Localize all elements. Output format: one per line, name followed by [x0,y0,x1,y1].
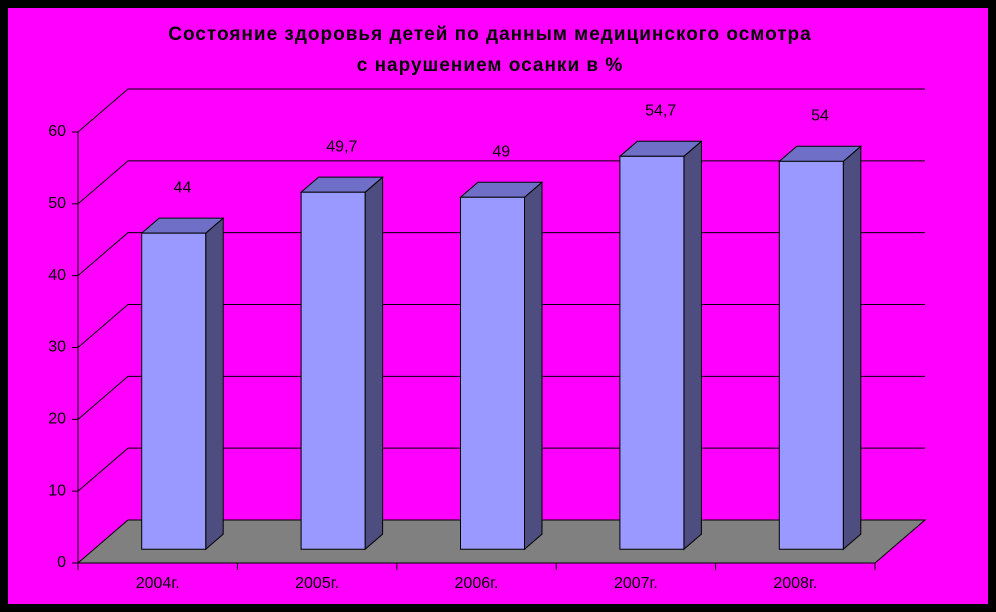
bar [619,155,685,550]
bar-side [524,181,543,551]
bar-side [205,217,224,551]
value-label: 54,7 [645,102,676,119]
value-label: 49 [492,143,510,160]
x-tick-label: 2007г. [614,575,658,592]
bar [778,160,844,550]
y-tick-label: 60 [48,123,66,140]
value-label: 44 [174,179,192,196]
y-tick-label: 0 [57,554,66,571]
y-tick-label: 50 [48,195,66,212]
bar [460,196,525,550]
bar [300,191,366,550]
x-tick-label: 2005г. [295,575,339,592]
y-tick-label: 10 [48,482,66,499]
value-label: 54 [811,108,829,125]
x-tick-label: 2006г. [455,575,499,592]
bar-side [842,145,862,551]
bar [141,232,207,550]
bar-side [683,140,702,551]
bar-side [364,176,384,551]
x-tick-label: 2004г. [136,575,180,592]
y-tick-label: 20 [48,411,66,428]
chart-title: с нарушением осанки в % [357,55,624,76]
grid-line [77,88,925,133]
y-tick-label: 40 [48,267,66,284]
chart-title: Состояние здоровья детей по данным медиц… [168,24,811,45]
y-tick-label: 30 [48,339,66,356]
value-label: 49,7 [326,138,357,155]
x-tick-label: 2008г. [773,575,817,592]
